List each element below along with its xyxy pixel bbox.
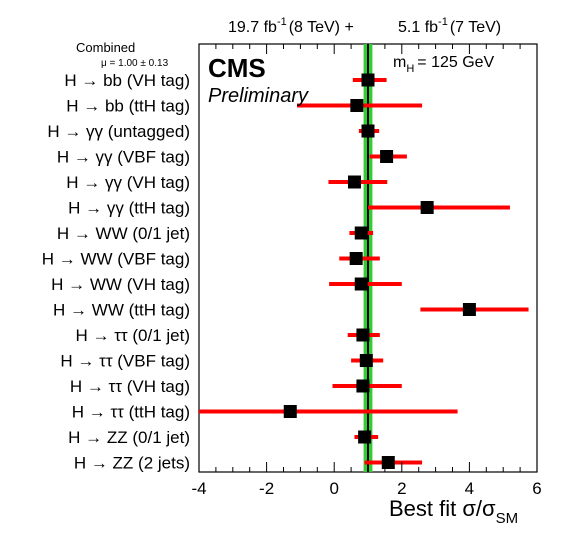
x-tick-label: 0 <box>329 479 338 498</box>
category-label: H → γγ (untagged) <box>47 122 190 141</box>
lumi-7tev: 5.1 fb-1 (7 TeV) <box>398 16 501 36</box>
best-fit-marker <box>356 328 370 342</box>
category-label: H → WW (VH tag) <box>51 275 190 294</box>
higgs-mass-label: mH = 125 GeV <box>393 54 495 75</box>
x-tick-label: 6 <box>532 479 541 498</box>
status-label: Preliminary <box>208 85 309 107</box>
category-label: H → ττ (VH tag) <box>70 377 190 396</box>
best-fit-marker <box>283 405 297 418</box>
best-fit-marker <box>361 124 375 138</box>
category-label: H → ττ (0/1 jet) <box>75 326 190 345</box>
category-label: H → WW (VBF tag) <box>42 250 190 269</box>
experiment-label: CMS <box>208 53 266 83</box>
x-axis-title: Best fit σ/σSM <box>389 496 518 527</box>
category-label: H → ττ (ttH tag) <box>72 403 190 422</box>
category-label: H → γγ (VBF tag) <box>57 148 190 167</box>
best-fit-marker <box>356 379 370 393</box>
category-label: H → ZZ (0/1 jet) <box>68 428 190 447</box>
category-label: H → WW (0/1 jet) <box>57 224 190 243</box>
best-fit-marker <box>358 430 372 444</box>
category-label: H → ττ (VBF tag) <box>60 352 190 371</box>
x-axis-ticks: -4 -2 0 2 4 6 <box>191 44 542 498</box>
category-label: H → bb (VH tag) <box>64 71 190 90</box>
category-label: H → γγ (ttH tag) <box>68 199 190 218</box>
best-fit-marker <box>354 277 368 291</box>
combined-mu-text: μ = 1.00 ± 0.13 <box>101 58 169 69</box>
best-fit-marker <box>354 226 368 240</box>
x-tick-label: 4 <box>465 479 474 498</box>
x-tick-label: 2 <box>397 479 406 498</box>
category-label: H → ZZ (2 jets) <box>74 454 190 473</box>
best-fit-marker <box>349 252 363 265</box>
combined-label: Combined <box>76 40 135 55</box>
best-fit-marker <box>462 303 476 316</box>
best-fit-marker <box>381 456 395 469</box>
best-fit-marker <box>380 150 394 163</box>
x-tick-label: -4 <box>191 479 206 498</box>
best-fit-marker <box>361 73 375 87</box>
best-fit-marker <box>347 175 361 189</box>
category-labels: H → bb (VH tag) H → bb (ttH tag) H → γγ (u… <box>42 71 190 473</box>
category-label: H → γγ (VH tag) <box>66 173 190 192</box>
lumi-8tev: 19.7 fb-1 (8 TeV) + <box>228 16 354 36</box>
best-fit-marker <box>420 201 434 214</box>
category-label: H → bb (ttH tag) <box>66 97 190 116</box>
best-fit-marker <box>359 354 373 367</box>
data-marks <box>199 73 529 469</box>
category-label: H → WW (ttH tag) <box>53 301 190 320</box>
x-tick-label: -2 <box>259 479 274 498</box>
best-fit-marker <box>350 99 364 112</box>
